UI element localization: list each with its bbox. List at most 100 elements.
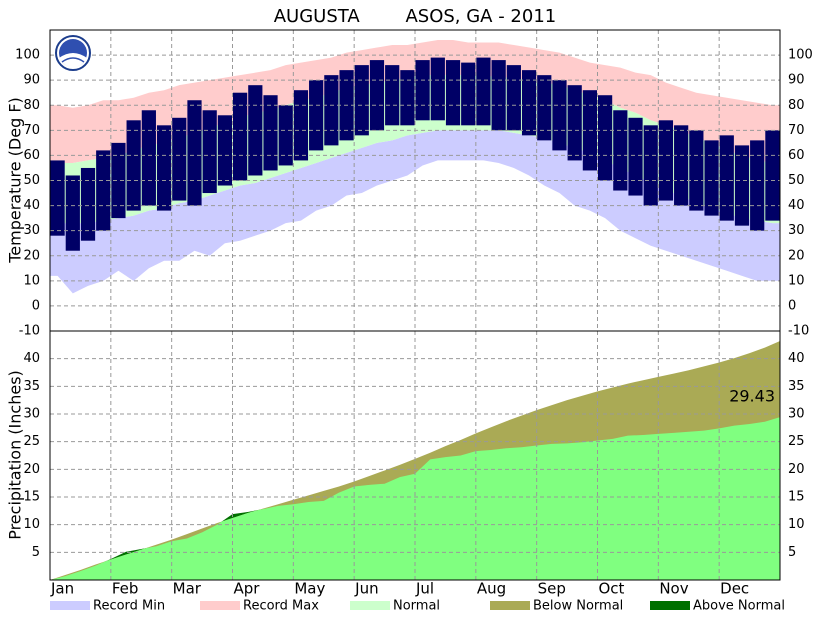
y-tick-label: 20: [23, 462, 40, 477]
actual-bar: [369, 60, 385, 131]
y-tick-label: 0: [32, 298, 40, 313]
y-tick-label: 60: [23, 148, 40, 163]
y-tick-label-right: 30: [788, 223, 805, 238]
actual-bar: [415, 60, 430, 121]
actual-bar: [567, 85, 582, 161]
y-tick-label: 30: [23, 407, 40, 422]
y-tick-label: 10: [23, 273, 40, 288]
actual-bar: [202, 110, 217, 194]
legend-label: Above Normal: [693, 599, 785, 614]
legend-label: Normal: [393, 599, 440, 614]
panel-border: [49, 330, 781, 581]
actual-bar: [156, 125, 172, 211]
actual-bar: [187, 100, 202, 206]
legend-label: Record Min: [93, 599, 165, 614]
actual-bar: [309, 80, 324, 151]
actual-bar: [111, 142, 126, 219]
y-tick-label-right: 100: [788, 48, 813, 63]
y-tick-label-right: 60: [788, 148, 805, 163]
actual-bar: [537, 75, 552, 141]
legend-label: Below Normal: [533, 599, 623, 614]
actual-bar: [324, 75, 339, 146]
y-tick-label-right: 25: [788, 434, 805, 449]
x-tick-label: May: [294, 580, 325, 598]
actual-bar: [80, 167, 96, 241]
x-tick-label: Feb: [112, 580, 139, 598]
actual-bar: [734, 145, 750, 226]
actual-bar: [293, 90, 309, 161]
actual-bar: [750, 140, 765, 231]
final-value-label: 29.43: [729, 387, 775, 406]
actual-bar: [491, 60, 506, 131]
y-tick-label-right: 40: [788, 198, 805, 213]
actual-bar: [354, 65, 369, 136]
actual-bar: [430, 57, 445, 121]
actual-bar: [598, 95, 613, 181]
actual-bar: [141, 110, 156, 206]
actual-bar: [613, 110, 628, 191]
plot-layer: [49, 29, 781, 581]
actual-bar: [461, 62, 476, 126]
y-tick-label: 15: [23, 490, 40, 505]
y-tick-label: 50: [23, 173, 40, 188]
y-tick-label-right: 35: [788, 379, 805, 394]
y-tick-label: 40: [23, 198, 40, 213]
actual-bar: [385, 65, 400, 126]
actual-bar: [628, 117, 643, 196]
actual-bar: [704, 140, 719, 216]
x-tick-label: Jun: [354, 580, 378, 598]
y-tick-label-right: 10: [788, 517, 805, 532]
y-tick-label: 40: [23, 351, 40, 366]
y-tick-label-right: 0: [788, 298, 796, 313]
actual-bar: [96, 150, 111, 231]
noaa-logo: [55, 35, 91, 71]
x-tick-label: Aug: [477, 580, 506, 598]
actual-bar: [65, 175, 80, 251]
x-tick-label: Dec: [720, 580, 749, 598]
y-tick-label-right: 80: [788, 98, 805, 113]
y-tick-label-right: 40: [788, 351, 805, 366]
y-tick-label: 10: [23, 517, 40, 532]
y-tick-label-right: 15: [788, 490, 805, 505]
actual-bar: [172, 117, 187, 201]
actual-bar: [263, 95, 278, 171]
y-tick-label: 35: [23, 379, 40, 394]
x-tick-label: Mar: [173, 580, 202, 598]
actual-bar: [521, 70, 537, 136]
y-tick-label: 25: [23, 434, 40, 449]
actual-bar: [719, 135, 734, 221]
actual-bar: [217, 115, 232, 186]
actual-bar: [50, 160, 65, 236]
x-tick-label: Jul: [415, 580, 434, 598]
y-tick-label: 80: [23, 98, 40, 113]
actual-bar: [674, 125, 689, 206]
y-tick-label-right: 50: [788, 173, 805, 188]
legend-label: Record Max: [243, 599, 319, 614]
legend-swatch: [50, 601, 90, 610]
actual-bar: [689, 130, 704, 211]
legend-swatch: [200, 601, 240, 610]
actual-bar: [765, 130, 780, 221]
y-tick-label-right: 90: [788, 73, 805, 88]
legend-swatch: [350, 601, 390, 610]
y-tick-label: 20: [23, 248, 40, 263]
y-tick-label-right: 5: [788, 545, 796, 560]
y-tick-label-right: 30: [788, 407, 805, 422]
y-tick-label: 100: [15, 48, 40, 63]
x-tick-label: Apr: [234, 580, 261, 598]
y-tick-label: 70: [23, 123, 40, 138]
record-max-band: [50, 40, 780, 163]
y-tick-label-right: 20: [788, 462, 805, 477]
x-tick-label: Oct: [599, 580, 625, 598]
actual-bar: [643, 125, 658, 206]
actual-bar: [658, 120, 674, 201]
y-tick-label-right: -10: [788, 324, 809, 339]
y-tick-label-right: 10: [788, 273, 805, 288]
y-tick-label-right: 70: [788, 123, 805, 138]
actual-bar: [233, 92, 248, 181]
actual-bar: [400, 70, 415, 126]
x-tick-label: Sep: [538, 580, 566, 598]
x-tick-label: Jan: [50, 580, 74, 598]
actual-bar: [476, 57, 491, 126]
x-tick-label: Nov: [659, 580, 688, 598]
